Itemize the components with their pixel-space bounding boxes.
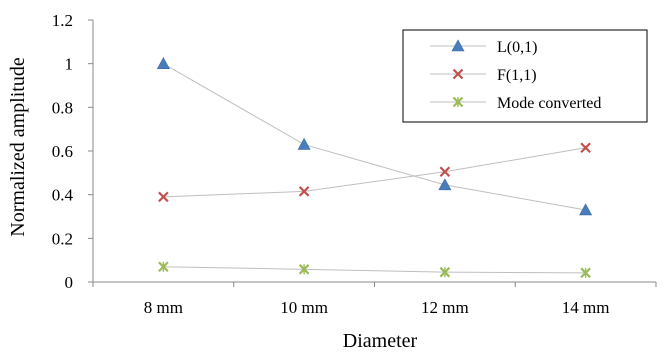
data-point-series-2 (298, 186, 310, 197)
y-tick-label: 0.6 (52, 142, 73, 161)
data-point-series-3 (298, 264, 310, 275)
x-tick-label: 8 mm (144, 298, 183, 317)
series-line-3 (163, 266, 586, 274)
series-lines (163, 63, 586, 274)
series-markers (156, 57, 593, 279)
data-point-series-3 (439, 266, 451, 278)
legend-label: L(0,1) (497, 39, 537, 56)
y-tick-label: 0 (65, 273, 74, 292)
data-point-series-1 (156, 57, 170, 69)
y-tick-label: 0.8 (52, 98, 73, 117)
data-point-series-1 (438, 178, 452, 191)
data-point-series-3 (580, 267, 591, 279)
data-point-series-1 (579, 203, 593, 216)
data-point-series-3 (158, 261, 169, 272)
series-line-2 (163, 147, 586, 198)
data-point-series-1 (297, 137, 311, 150)
y-tick-label: 1 (65, 55, 74, 74)
data-point-series-2 (439, 166, 451, 178)
legend: L(0,1) F(1,1) Mode converted (402, 29, 648, 123)
y-tick-label: 0.2 (52, 229, 73, 248)
legend-label: F(1,1) (497, 67, 537, 84)
y-tick-label: 1.2 (52, 11, 73, 30)
x-tick-label: 10 mm (280, 298, 328, 317)
legend-marker (451, 39, 465, 52)
x-tick-label: 14 mm (562, 298, 610, 317)
legend-marker (452, 68, 464, 80)
y-ticks: 0 0.2 0.4 0.6 0.8 1 1.2 (52, 11, 93, 292)
data-point-series-2 (158, 191, 169, 203)
y-axis-label: Normalized amplitude (7, 57, 29, 237)
series-line-1 (163, 63, 586, 211)
x-axis-label: Diameter (343, 330, 418, 352)
y-tick-label: 0.4 (52, 186, 74, 205)
legend-label: Mode converted (497, 95, 601, 112)
data-point-series-2 (580, 142, 591, 154)
legend-marker (452, 96, 464, 108)
x-tick-label: 12 mm (421, 298, 469, 317)
x-ticks: 8 mm 10 mm 12 mm 14 mm (92, 282, 657, 317)
legend-box (402, 29, 648, 123)
